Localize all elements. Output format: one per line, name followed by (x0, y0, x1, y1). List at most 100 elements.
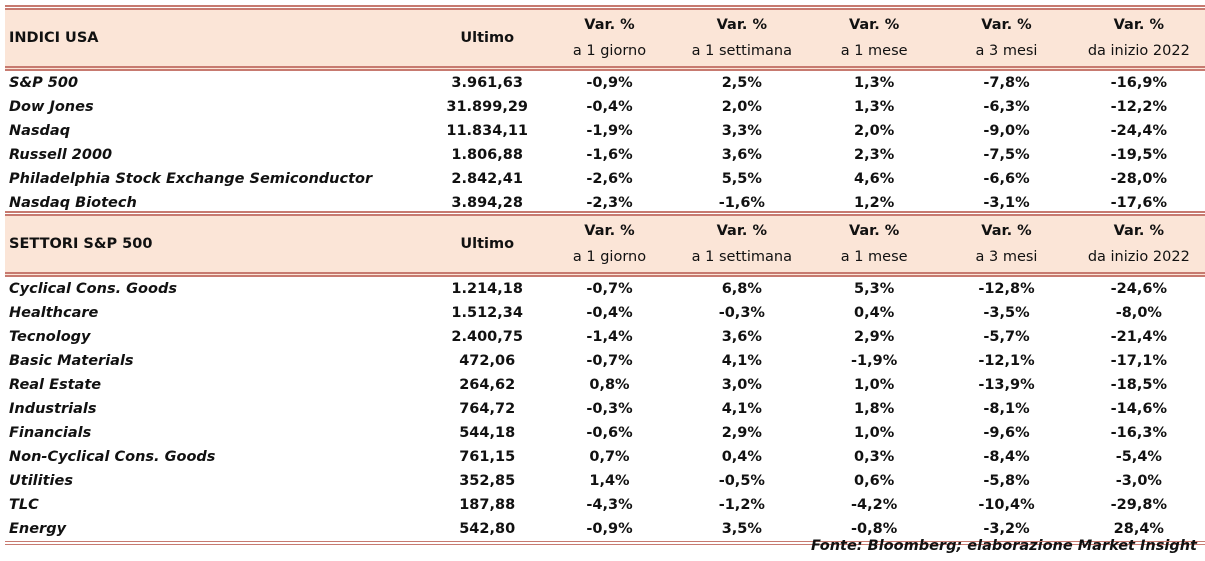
change-cell: 2,5% (721, 75, 762, 91)
column-header-top: Var. % (848, 17, 900, 33)
table-row: S&P 500 3.961,63 -0,9% 2,5% 1,3% -7,8% -16,9% (5, 69, 1205, 96)
change-cell: 0,3% (854, 449, 895, 465)
change-cell: -4,2% (851, 497, 898, 513)
change-cell: -0,3% (718, 305, 765, 321)
table-row: TLC 187,88 -4,3% -1,2% -4,2% -10,4% -29,8% (5, 493, 1205, 517)
change-cell: 2,9% (854, 329, 895, 345)
table-row: Russell 2000 1.806,88 -1,6% 3,6% 2,3% -7,5% -1… (5, 143, 1205, 167)
change-cell: 1,0% (854, 425, 895, 441)
row-name: Energy (5, 517, 432, 545)
change-cell: 2,9% (721, 425, 762, 441)
row-name: Tecnology (9, 329, 91, 345)
last-value-cell: 264,62 (459, 377, 516, 393)
change-cell: -12,2% (1110, 99, 1167, 115)
last-value-cell: 31.899,29 (446, 99, 529, 115)
change-cell: 4,6% (854, 171, 895, 187)
row-name: Basic Materials (9, 353, 134, 369)
column-header-top: Var. % (1113, 223, 1165, 239)
change-cell: 0,6% (854, 473, 895, 489)
row-name: Cyclical Cons. Goods (9, 281, 177, 297)
change-cell: -0,5% (718, 473, 765, 489)
table-row: Basic Materials 472,06 -0,7% 4,1% -1,9% -12,1… (5, 349, 1205, 373)
change-cell: 2,3% (854, 147, 895, 163)
change-cell: 1,3% (854, 99, 895, 115)
change-cell: -28,0% (1110, 171, 1167, 187)
change-cell: -1,2% (718, 497, 765, 513)
change-cell: -12,8% (978, 281, 1035, 297)
table-row: Dow Jones 31.899,29 -0,4% 2,0% 1,3% -6,3% -12,… (5, 95, 1205, 119)
change-cell: -21,4% (1110, 329, 1167, 345)
row-name: TLC (9, 497, 39, 513)
row-name: Philadelphia Stock Exchange Semiconducto… (9, 171, 373, 187)
table-row: Utilities 352,85 1,4% -0,5% 0,6% -5,8% -3,0% (5, 469, 1205, 493)
column-header-period: a 1 mese (840, 43, 908, 59)
row-name: Dow Jones (9, 99, 94, 115)
column-header-var: Var. % a 1 mese (807, 5, 941, 71)
change-cell: -13,9% (978, 377, 1035, 393)
header-row: SETTORI S&P 500 Ultimo Var. % a 1 giorno Var… (5, 211, 1205, 277)
last-value-cell: 187,88 (459, 497, 516, 513)
change-cell: -7,5% (983, 147, 1030, 163)
change-cell: 5,5% (721, 171, 762, 187)
source-note: Fonte: Bloomberg; elaborazione Market In… (810, 538, 1197, 554)
row-name: S&P 500 (9, 75, 79, 91)
row-name: Utilities (9, 473, 73, 489)
change-cell: -0,6% (586, 425, 633, 441)
last-value-cell: 1.214,18 (451, 281, 523, 297)
table-row: Nasdaq 11.834,11 -1,9% 3,3% 2,0% -9,0% -24,4% (5, 119, 1205, 143)
change-cell: -24,6% (1110, 281, 1167, 297)
column-header-top: Var. % (716, 223, 768, 239)
last-value-cell: 352,85 (459, 473, 516, 489)
change-cell: -5,8% (983, 473, 1030, 489)
change-cell: 0,8% (589, 377, 630, 393)
change-cell: 3,6% (721, 329, 762, 345)
column-header-period: a 1 giorno (572, 249, 647, 265)
row-name: Russell 2000 (9, 147, 113, 163)
table-row: Industrials 764,72 -0,3% 4,1% 1,8% -8,1% -14,6… (5, 397, 1205, 421)
last-value-cell: 3.961,63 (451, 75, 523, 91)
last-value-cell: 472,06 (459, 353, 516, 369)
change-cell: 1,4% (589, 473, 630, 489)
table-row: Philadelphia Stock Exchange Semiconducto… (5, 167, 1205, 191)
last-value-cell: 764,72 (459, 401, 516, 417)
column-header-period: a 3 mesi (975, 249, 1038, 265)
change-cell: -0,8% (807, 517, 941, 545)
us-indices-table: INDICI USA Ultimo Var. % a 1 giorno Var. % a … (5, 5, 1205, 219)
column-header-period: da inizio 2022 (1087, 43, 1190, 59)
column-header-ultimo: Ultimo (431, 5, 544, 71)
row-name: Industrials (9, 401, 97, 417)
change-cell: 2,0% (854, 123, 895, 139)
change-cell: -5,4% (1115, 449, 1162, 465)
column-header-var: Var. % a 3 mesi (940, 211, 1073, 277)
column-header-var: Var. % a 1 giorno (543, 5, 676, 71)
header-row: INDICI USA Ultimo Var. % a 1 giorno Var. % a … (5, 5, 1205, 71)
change-cell: -8,1% (983, 401, 1030, 417)
change-cell: -1,6% (586, 147, 633, 163)
change-cell: -0,3% (586, 401, 633, 417)
change-cell: 4,1% (721, 401, 762, 417)
change-cell: -8,0% (1115, 305, 1162, 321)
change-cell: -0,4% (586, 99, 633, 115)
column-header-var: Var. % a 1 settimana (675, 5, 808, 71)
table-title: SETTORI S&P 500 (5, 211, 432, 277)
change-cell: 1,8% (854, 401, 895, 417)
column-header-top: Var. % (981, 223, 1032, 239)
row-name: Healthcare (9, 305, 99, 321)
change-cell: -10,4% (978, 497, 1035, 513)
table-row: Cyclical Cons. Goods 1.214,18 -0,7% 6,8% 5,3… (5, 275, 1205, 302)
change-cell: -14,6% (1110, 401, 1167, 417)
change-cell: 5,3% (854, 281, 895, 297)
column-header-top: Var. % (584, 223, 635, 239)
change-cell: -18,5% (1110, 377, 1167, 393)
column-header-var: Var. % da inizio 2022 (1072, 211, 1205, 277)
column-header-top: Var. % (981, 17, 1032, 33)
last-value-cell: 11.834,11 (446, 123, 529, 139)
change-cell: -3,5% (983, 305, 1030, 321)
change-cell: -29,8% (1110, 497, 1167, 513)
column-header-var: Var. % da inizio 2022 (1072, 5, 1205, 71)
change-cell: -0,4% (586, 305, 633, 321)
change-cell: 3,6% (721, 147, 762, 163)
change-cell: -16,3% (1110, 425, 1167, 441)
column-header-period: da inizio 2022 (1087, 249, 1190, 265)
last-value-cell: 1.806,88 (451, 147, 523, 163)
